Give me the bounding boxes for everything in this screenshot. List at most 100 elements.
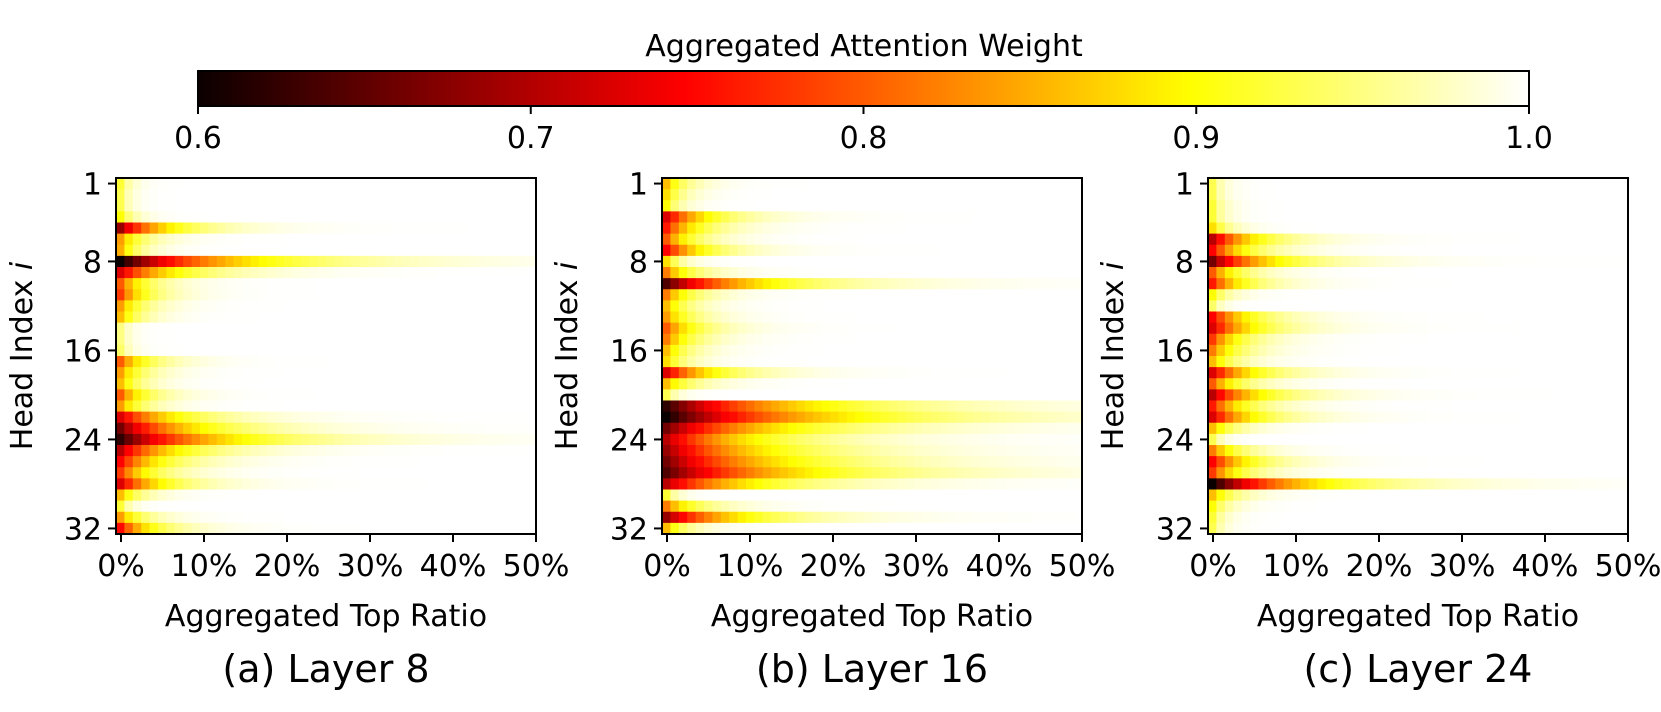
heatmap-cell bbox=[1250, 445, 1259, 457]
heatmap-cell bbox=[1376, 322, 1385, 335]
heatmap-cell bbox=[208, 456, 218, 468]
heatmap-cell bbox=[1527, 400, 1537, 413]
heatmap-cell bbox=[964, 356, 974, 368]
heatmap-cell bbox=[754, 178, 764, 190]
heatmap-cell bbox=[1325, 378, 1335, 390]
colorbar-gradient bbox=[197, 70, 1530, 107]
heatmap-cell bbox=[939, 267, 949, 279]
heatmap-cell bbox=[1056, 522, 1066, 535]
heatmap-cell bbox=[1502, 422, 1511, 435]
heatmap-cell bbox=[393, 233, 403, 246]
heatmap-cell bbox=[1325, 500, 1335, 513]
heatmap-cell bbox=[384, 511, 394, 524]
heatmap-cell bbox=[1224, 400, 1234, 413]
heatmap-cell bbox=[519, 456, 529, 468]
heatmap-cell bbox=[1283, 344, 1293, 357]
heatmap-cell bbox=[141, 311, 151, 324]
heatmap-cell bbox=[435, 500, 445, 513]
heatmap-cell bbox=[384, 400, 394, 413]
panel-title: (c) Layer 24 bbox=[1303, 647, 1532, 691]
heatmap-cell bbox=[1401, 433, 1411, 446]
heatmap-cell bbox=[166, 344, 176, 357]
heatmap-cell bbox=[1056, 244, 1066, 257]
heatmap-cell bbox=[1586, 200, 1595, 212]
heatmap-cell bbox=[813, 244, 823, 257]
heatmap-cell bbox=[1283, 244, 1293, 257]
heatmap-cell bbox=[1056, 322, 1066, 335]
heatmap-cell bbox=[1401, 222, 1411, 235]
heatmap-cell bbox=[477, 489, 487, 502]
heatmap-cell bbox=[804, 522, 814, 535]
heatmap-cell bbox=[880, 389, 890, 402]
heatmap-cell bbox=[1308, 433, 1318, 446]
heatmap-cell bbox=[1384, 522, 1394, 535]
heatmap-cell bbox=[1460, 178, 1469, 190]
heatmap-cell bbox=[1308, 267, 1318, 279]
heatmap-cell bbox=[158, 278, 167, 290]
heatmap-cell bbox=[704, 211, 713, 224]
heatmap-cell bbox=[998, 411, 1007, 424]
heatmap-cell bbox=[468, 511, 478, 524]
heatmap-cell bbox=[376, 400, 386, 413]
heatmap-cell bbox=[771, 445, 781, 457]
heatmap-cell bbox=[292, 467, 302, 479]
heatmap-cell bbox=[401, 422, 411, 435]
heatmap-cell bbox=[1392, 500, 1402, 513]
heatmap-cell bbox=[242, 500, 251, 513]
heatmap-cell bbox=[1485, 489, 1495, 502]
heatmap-cell bbox=[250, 233, 260, 246]
heatmap-cell bbox=[1493, 222, 1503, 235]
heatmap-cell bbox=[1224, 278, 1234, 290]
heatmap-cell bbox=[972, 433, 982, 446]
heatmap-cell bbox=[292, 489, 302, 502]
heatmap-cell bbox=[662, 222, 671, 235]
heatmap-cell bbox=[468, 233, 478, 246]
heatmap-cell bbox=[1418, 189, 1427, 201]
heatmap-cell bbox=[1300, 200, 1310, 212]
heatmap-cell bbox=[275, 233, 285, 246]
heatmap-cell bbox=[1350, 211, 1360, 224]
heatmap-cell bbox=[914, 189, 923, 201]
heatmap-cell bbox=[149, 233, 159, 246]
heatmap-cell bbox=[1409, 267, 1419, 279]
heatmap-cell bbox=[393, 389, 403, 402]
heatmap-cell bbox=[351, 367, 361, 379]
heatmap-cell bbox=[435, 255, 445, 268]
heatmap-cell bbox=[989, 311, 999, 324]
heatmap-cell bbox=[804, 433, 814, 446]
heatmap-cell bbox=[1401, 333, 1411, 346]
heatmap-cell bbox=[897, 456, 907, 468]
heatmap-cell bbox=[1250, 411, 1259, 424]
heatmap-cell bbox=[1266, 255, 1276, 268]
heatmap-cell bbox=[1409, 200, 1419, 212]
heatmap-cell bbox=[1401, 233, 1411, 246]
heatmap-cell bbox=[1392, 211, 1402, 224]
heatmap-cell bbox=[1535, 178, 1545, 190]
heatmap-cell bbox=[1040, 456, 1049, 468]
heatmap-cell bbox=[334, 322, 344, 335]
heatmap-cell bbox=[200, 367, 209, 379]
heatmap-cell bbox=[141, 445, 151, 457]
heatmap-cell bbox=[132, 200, 142, 212]
heatmap-cell bbox=[1266, 233, 1276, 246]
heatmap-cell bbox=[930, 489, 940, 502]
heatmap-cell bbox=[704, 222, 713, 235]
heatmap-cell bbox=[830, 289, 839, 301]
heatmap-cell bbox=[930, 233, 940, 246]
heatmap-cell bbox=[1392, 344, 1402, 357]
heatmap-cell bbox=[124, 189, 134, 201]
heatmap-cell bbox=[662, 200, 671, 212]
heatmap-cell bbox=[804, 178, 814, 190]
heatmap-cell bbox=[191, 211, 201, 224]
heatmap-cell bbox=[897, 200, 907, 212]
heatmap-cell bbox=[872, 522, 881, 535]
heatmap-cell bbox=[393, 433, 403, 446]
heatmap-cell bbox=[300, 178, 310, 190]
heatmap-cell bbox=[124, 400, 134, 413]
heatmap-cell bbox=[1325, 367, 1335, 379]
heatmap-cell bbox=[830, 267, 839, 279]
heatmap-cell bbox=[116, 456, 125, 468]
heatmap-cell bbox=[922, 322, 932, 335]
heatmap-cell bbox=[1266, 489, 1276, 502]
heatmap-cell bbox=[1586, 233, 1595, 246]
